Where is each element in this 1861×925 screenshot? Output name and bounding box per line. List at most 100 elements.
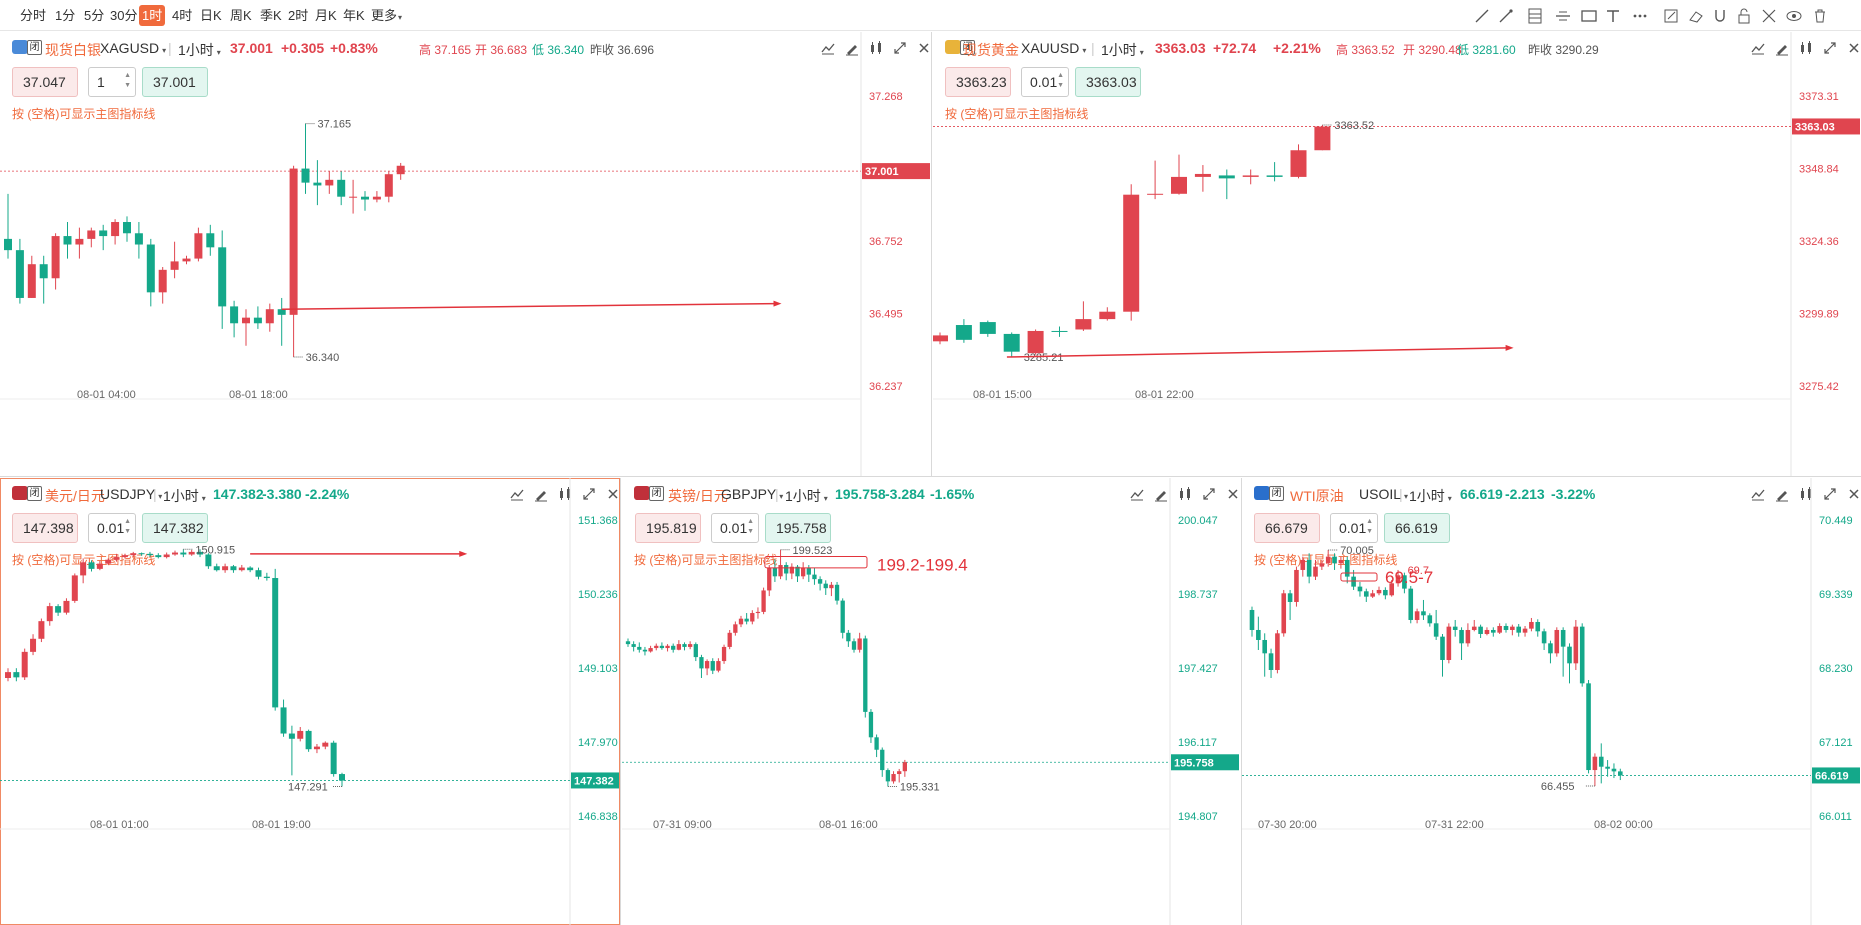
indicator-icon[interactable] — [506, 483, 528, 505]
stepper-icon[interactable]: ▲ ▼ — [124, 518, 131, 535]
timeframe-7[interactable]: 周K — [230, 8, 252, 23]
lot-size-input[interactable]: 0.01 ▲ ▼ — [1330, 513, 1378, 543]
timeframe-12[interactable]: 更多▾ — [371, 8, 403, 23]
eye-icon[interactable] — [1784, 6, 1804, 26]
timeframe-5[interactable]: 4时 — [172, 8, 193, 23]
trend-arrow[interactable] — [281, 300, 782, 310]
timeframe-0[interactable]: 分时 — [20, 8, 47, 23]
buy-price-button[interactable]: 195.758 — [765, 513, 831, 543]
panel-divider[interactable] — [620, 478, 621, 925]
candle-type-icon[interactable] — [1795, 483, 1817, 505]
buy-price-button[interactable]: 37.001 — [142, 67, 208, 97]
candle-type-icon[interactable] — [1795, 37, 1817, 59]
interval-select[interactable]: 1小时 ▾ — [785, 488, 828, 504]
close-icon[interactable] — [913, 37, 931, 59]
indicator-icon[interactable] — [1126, 483, 1148, 505]
timeframe-9[interactable]: 2时 — [288, 8, 309, 23]
timeframe-10[interactable]: 月K — [315, 8, 337, 23]
timeframe-3[interactable]: 30分 — [110, 8, 138, 23]
stepper-icon[interactable]: ▲ ▼ — [1057, 72, 1064, 89]
lot-size-input[interactable]: 0.01 ▲ ▼ — [88, 513, 136, 543]
indicator-icon[interactable] — [1747, 37, 1769, 59]
symbol-symbol[interactable]: XAGUSD ▾ — [100, 40, 167, 56]
symbol-name[interactable]: 现货白银 — [45, 42, 101, 58]
draw-icon[interactable] — [1771, 37, 1793, 59]
timeframe-2[interactable]: 5分 — [84, 8, 105, 23]
lot-size-input[interactable]: 1 ▲ ▼ — [88, 67, 136, 97]
expand-icon[interactable] — [1198, 483, 1220, 505]
buy-price-button[interactable]: 3363.03 — [1075, 67, 1141, 97]
expand-icon[interactable] — [889, 37, 911, 59]
trash-icon[interactable] — [1810, 6, 1830, 26]
candlestick-chart[interactable]: 3373.31 3363.03 3348.84 3324.36 3299.89 3275.… — [933, 32, 1861, 476]
indicator-icon[interactable] — [817, 37, 839, 59]
panel-divider[interactable] — [931, 32, 932, 476]
candle-type-icon[interactable] — [554, 483, 576, 505]
interval-select[interactable]: 1小时 ▾ — [1409, 488, 1452, 504]
trend-arrow[interactable] — [250, 550, 468, 557]
draw-icon[interactable] — [530, 483, 552, 505]
panel-divider[interactable] — [0, 476, 1861, 477]
timeframe-1[interactable]: 1分 — [55, 8, 76, 23]
draw-icon[interactable] — [841, 37, 863, 59]
indicator-icon[interactable] — [1747, 483, 1769, 505]
text-icon[interactable] — [1603, 6, 1623, 26]
sell-price-button[interactable]: 147.398 — [12, 513, 78, 543]
eraser-icon[interactable] — [1686, 6, 1706, 26]
chart-panel-xagusd[interactable]: 闭现货白银 XAGUSD ▾ | 1小时 ▾ 37.001 +0.305 +0.83% 高 37.… — [0, 32, 931, 476]
expand-icon[interactable] — [1819, 483, 1841, 505]
trend-line-icon[interactable] — [1472, 6, 1492, 26]
timeframe-11[interactable]: 年K — [343, 8, 365, 23]
sell-price-button[interactable]: 195.819 — [635, 513, 701, 543]
close-icon[interactable] — [1843, 37, 1861, 59]
timeframe-6[interactable]: 日K — [200, 8, 222, 23]
horizontal-line-icon[interactable] — [1553, 6, 1573, 26]
resistance-zone[interactable] — [764, 556, 868, 569]
sell-price-button[interactable]: 66.679 — [1254, 513, 1320, 543]
interval-select[interactable]: 1小时 ▾ — [163, 488, 206, 504]
lot-size-input[interactable]: 0.01 ▲ ▼ — [711, 513, 759, 543]
symbol-symbol[interactable]: GBPJPY ▾ — [721, 486, 784, 502]
expand-icon[interactable] — [578, 483, 600, 505]
delete-icon[interactable] — [1759, 6, 1779, 26]
candle-type-icon[interactable] — [1174, 483, 1196, 505]
symbol-name[interactable]: 英镑/日元 — [668, 488, 728, 504]
sell-price-button[interactable]: 37.047 — [12, 67, 78, 97]
symbol-symbol[interactable]: XAUUSD ▾ — [1021, 40, 1087, 56]
candlestick-chart[interactable]: 151.368 150.236 149.103 147.970 146.838 147.3… — [0, 478, 620, 925]
interval-select[interactable]: 1小时 ▾ — [178, 42, 221, 58]
resistance-zone[interactable] — [1340, 572, 1378, 582]
buy-price-button[interactable]: 66.619 — [1384, 513, 1450, 543]
candlestick-chart[interactable]: 200.047 198.737 197.427 196.117 194.807 195.7… — [622, 478, 1240, 925]
stepper-icon[interactable]: ▲ ▼ — [1366, 518, 1373, 535]
stepper-icon[interactable]: ▲ ▼ — [747, 518, 754, 535]
chart-panel-usoil[interactable]: 闭 WTI原油 USOIL ▾ | 1小时 ▾ 66.619 -2.213 -3.22% 66.67… — [1242, 478, 1861, 925]
draw-icon[interactable] — [1150, 483, 1172, 505]
note-icon[interactable] — [1661, 6, 1681, 26]
rectangle-icon[interactable] — [1579, 6, 1599, 26]
chart-panel-usdjpy[interactable]: 闭美元/日元 USDJPY ▾ | 1小时 ▾ 147.382 -3.380 -2.24% 147… — [0, 478, 620, 925]
interval-select[interactable]: 1小时 ▾ — [1101, 42, 1144, 58]
symbol-name[interactable]: 美元/日元 — [45, 488, 105, 504]
candle-type-icon[interactable] — [865, 37, 887, 59]
stepper-icon[interactable]: ▲ ▼ — [124, 72, 131, 89]
candlestick-chart[interactable]: 37.268 37.001 36.752 36.495 36.237 37.001 37.1… — [0, 32, 931, 476]
symbol-symbol[interactable]: USOIL ▾ — [1359, 486, 1409, 502]
lot-size-input[interactable]: 0.01 ▲ ▼ — [1021, 67, 1069, 97]
chart-panel-gbpjpy[interactable]: 闭英镑/日元 GBPJPY ▾ | 1小时 ▾ 195.758 -3.284 -1.65% 195… — [622, 478, 1240, 925]
chart-panel-xauusd[interactable]: 闭现货黄金 XAUUSD ▾ | 1小时 ▾ 3363.03 +72.74 +2.21% 高 33… — [933, 32, 1861, 476]
close-icon[interactable] — [602, 483, 620, 505]
symbol-name[interactable]: 现货黄金 — [963, 42, 1019, 58]
timeframe-4[interactable]: 1时 — [139, 5, 166, 26]
close-icon[interactable] — [1843, 483, 1861, 505]
fib-icon[interactable] — [1525, 6, 1545, 26]
trend-arrow[interactable] — [1006, 344, 1514, 358]
timeframe-8[interactable]: 季K — [260, 8, 282, 23]
draw-icon[interactable] — [1771, 483, 1793, 505]
buy-price-button[interactable]: 147.382 — [142, 513, 208, 543]
expand-icon[interactable] — [1819, 37, 1841, 59]
candlestick-chart[interactable]: 70.449 69.339 68.230 67.121 66.011 66.619 70.0… — [1242, 478, 1861, 925]
more-tools-icon[interactable] — [1630, 6, 1650, 26]
panel-divider[interactable] — [1241, 478, 1242, 925]
symbol-name[interactable]: WTI原油 — [1290, 488, 1344, 504]
